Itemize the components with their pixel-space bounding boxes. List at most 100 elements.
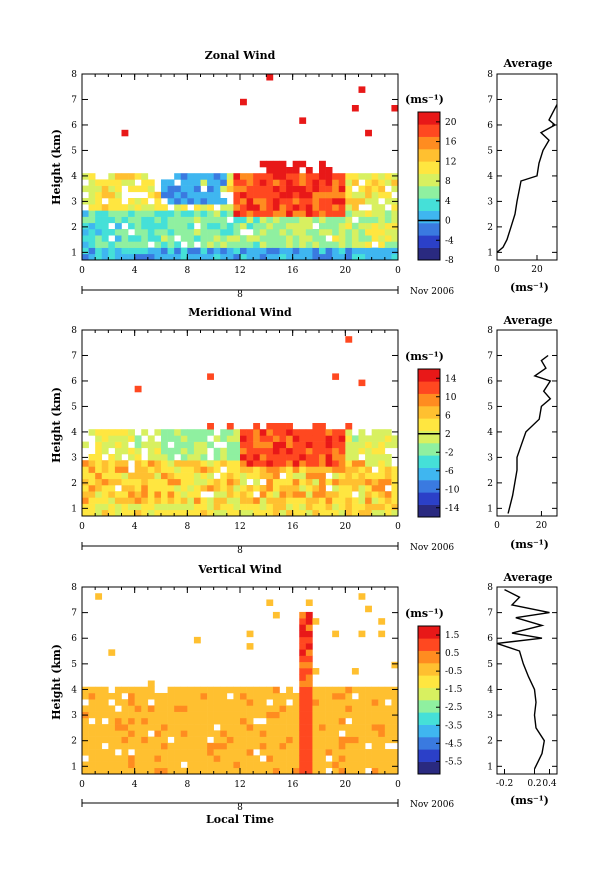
vertical-cell [147, 724, 155, 731]
vertical-cell [207, 686, 214, 694]
vertical-colorbar-swatch [418, 749, 440, 762]
vertical-cell [82, 736, 89, 744]
zonal-cell [128, 247, 135, 255]
meridional-cell [299, 466, 307, 473]
zonal-cell [174, 216, 182, 224]
vertical-cell [365, 699, 372, 706]
vertical-date-axis: 8 Nov 2006 [81, 799, 454, 813]
vertical-cell [240, 761, 247, 769]
meridional-cell [319, 435, 326, 442]
zonal-cell [292, 198, 300, 205]
vertical-cell [180, 755, 188, 762]
vertical-cell [384, 755, 392, 762]
meridional-cell [384, 435, 392, 442]
meridional-cell [345, 460, 353, 467]
zonal-cell [312, 204, 320, 211]
vertical-cell [305, 717, 313, 725]
zonal-cell [299, 198, 307, 205]
zonal-cell [286, 204, 293, 211]
meridional-cell [213, 509, 221, 517]
meridional-cell [345, 423, 353, 430]
zonal-cell [101, 235, 109, 242]
zonal-cell [121, 235, 129, 242]
vertical-cell [154, 705, 162, 712]
vertical-cell [384, 767, 392, 775]
meridional-cell [220, 503, 228, 511]
zonal-cell [253, 216, 261, 224]
vertical-colorbar-label: -0.5 [445, 667, 463, 677]
meridional-cell [233, 485, 241, 492]
vertical-cell [391, 767, 399, 775]
vertical-cell [174, 749, 182, 756]
zonal-cell [378, 210, 386, 217]
vertical-cell [200, 730, 208, 737]
zonal-cell [338, 235, 346, 242]
vertical-cell [358, 717, 366, 725]
meridional-y-tick-label: 5 [71, 402, 77, 412]
zonal-cell [384, 247, 392, 255]
zonal-cell [246, 235, 254, 242]
meridional-cell [200, 435, 208, 442]
meridional-cell [180, 497, 188, 504]
zonal-y-tick-label: 5 [71, 146, 77, 156]
vertical-cell [161, 711, 168, 719]
zonal-cell [351, 222, 359, 230]
vertical-colorbar-frame [417, 625, 441, 775]
vertical-cell [240, 730, 247, 737]
meridional-cell [88, 503, 96, 511]
meridional-cell [161, 447, 168, 455]
zonal-cell [332, 173, 340, 180]
meridional-colorbar-swatch [418, 492, 440, 505]
vertical-cell [259, 686, 267, 694]
zonal-cell [345, 173, 353, 180]
zonal-cell [134, 229, 142, 236]
vertical-cell [121, 711, 129, 719]
meridional-cell [187, 441, 195, 449]
vertical-cell [378, 761, 386, 769]
meridional-cell [266, 423, 274, 430]
meridional-cell [391, 503, 399, 511]
zonal-cell [351, 229, 359, 236]
vertical-cell [253, 692, 261, 700]
zonal-cell [121, 179, 129, 186]
zonal-cell [378, 222, 386, 230]
zonal-cell [220, 241, 228, 248]
zonal-cell [299, 210, 307, 217]
zonal-y-tick-label: 3 [71, 197, 77, 207]
meridional-cell [108, 429, 116, 436]
vertical-cell [332, 730, 340, 737]
meridional-cell [226, 454, 234, 461]
zonal-cell [384, 210, 392, 217]
vertical-cell [384, 711, 392, 719]
meridional-cell [305, 466, 313, 473]
meridional-cell [161, 472, 168, 480]
zonal-cell [371, 247, 379, 255]
meridional-cell [82, 460, 89, 467]
vertical-cell [319, 730, 326, 737]
zonal-cell [286, 253, 293, 261]
meridional-cell [180, 454, 188, 461]
vertical-cell [319, 692, 326, 700]
meridional-cell [174, 441, 182, 449]
vertical-cell [253, 755, 261, 762]
meridional-cell [292, 441, 300, 449]
vertical-cell [240, 699, 247, 706]
meridional-cell [279, 491, 287, 498]
zonal-cell [101, 222, 109, 230]
vertical-cell [286, 686, 293, 694]
zonal-average-profile-line [496, 104, 558, 253]
zonal-cell [305, 235, 313, 242]
zonal-cell [167, 185, 175, 193]
meridional-cell [200, 509, 208, 517]
vertical-cell [226, 705, 234, 712]
vertical-cell [161, 755, 168, 762]
zonal-cell [114, 253, 122, 261]
meridional-cell [332, 491, 340, 498]
meridional-cell [378, 478, 386, 486]
meridional-cell [141, 429, 149, 436]
meridional-cell [174, 497, 182, 504]
zonal-cell [378, 216, 386, 224]
zonal-cell [108, 185, 116, 193]
zonal-cell [345, 216, 353, 224]
meridional-cell [121, 491, 129, 498]
